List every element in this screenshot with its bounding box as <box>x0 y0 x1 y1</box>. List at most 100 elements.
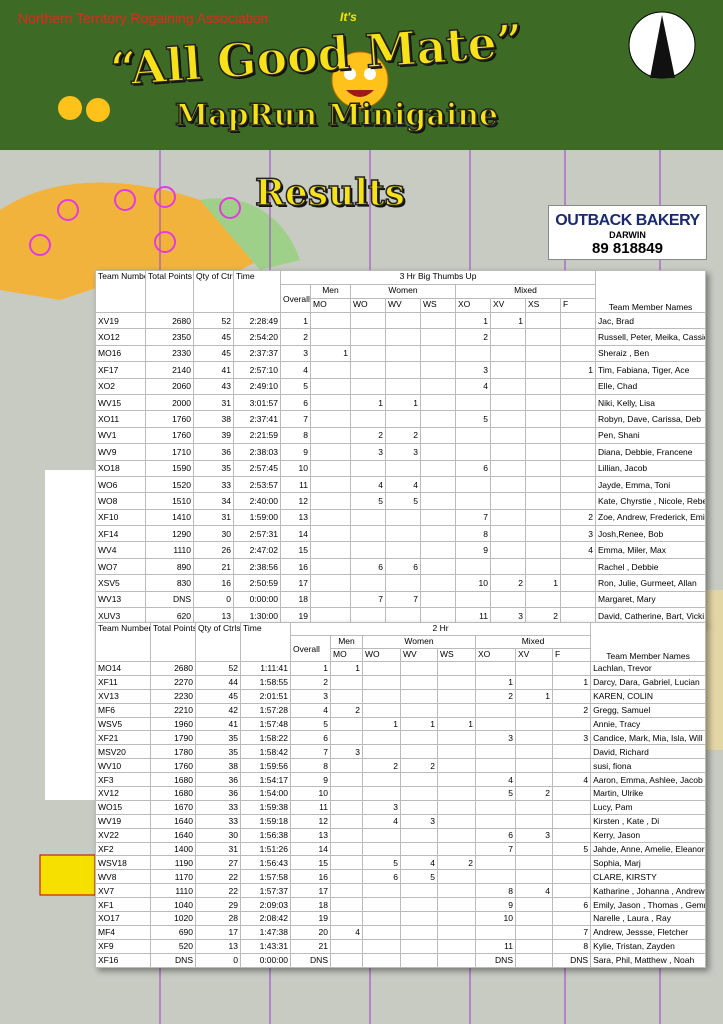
empty-cell <box>350 361 386 379</box>
empty-cell <box>310 361 351 379</box>
cell: 6 <box>385 557 421 576</box>
smiley-mouth <box>346 90 374 97</box>
smiley-eye <box>364 68 376 80</box>
empty-cell <box>455 443 491 461</box>
cell: Aaron, Emma, Ashlee, Jacob <box>590 772 707 788</box>
empty-cell <box>400 827 438 843</box>
cell: 31 <box>195 841 241 857</box>
empty-cell <box>490 361 526 379</box>
empty-cell <box>559 443 597 461</box>
cell: 3 <box>330 744 363 760</box>
cell: Emily, Jason , Thomas , Gemma <box>590 897 707 913</box>
cell: 1290 <box>145 525 194 543</box>
empty-cell <box>551 813 592 829</box>
cell: 1:58:22 <box>240 730 291 746</box>
cell: XF1 <box>95 897 151 913</box>
empty-cell <box>400 799 438 815</box>
empty-cell <box>385 459 421 477</box>
cell: 35 <box>195 730 241 746</box>
cell: 1040 <box>150 897 196 913</box>
result-row: WO8 1510 34 2:40:00 12 5 5 Kate, Chyrstie , Nic… <box>95 492 707 510</box>
cell: WV19 <box>95 813 151 829</box>
cell: 1 <box>362 716 401 732</box>
cell: 5 <box>455 410 491 428</box>
empty-cell <box>475 744 516 760</box>
cell: XV7 <box>95 883 151 899</box>
cell: Kerry, Jason <box>590 827 707 843</box>
empty-cell <box>420 475 456 494</box>
cell: 1:59:38 <box>240 799 291 815</box>
cell: 2330 <box>145 344 194 363</box>
empty-cell <box>362 911 401 926</box>
cell: 1:59:00 <box>233 508 281 527</box>
empty-cell <box>400 661 438 676</box>
empty-cell <box>310 590 351 609</box>
empty-cell <box>400 883 438 899</box>
empty-cell <box>515 674 553 690</box>
empty-cell <box>525 393 561 412</box>
empty-cell <box>400 744 438 760</box>
empty-cell <box>515 813 553 829</box>
cell: 52 <box>193 311 234 330</box>
empty-cell <box>310 459 351 477</box>
cell: 1780 <box>150 744 196 760</box>
empty-cell <box>490 541 526 559</box>
cell: WO7 <box>95 557 146 576</box>
sponsor: OUTBACK BAKERY DARWIN 89 818849 <box>548 205 707 260</box>
cell: 1590 <box>145 459 194 477</box>
cell: DNS <box>145 590 194 609</box>
empty-cell <box>559 328 597 346</box>
empty-cell <box>420 541 456 559</box>
cell: 830 <box>145 574 194 592</box>
empty-cell <box>551 799 592 815</box>
cell: 2 <box>280 328 311 346</box>
cell: 2210 <box>150 702 196 718</box>
empty-cell <box>437 897 476 913</box>
cell: 10 <box>455 574 491 592</box>
cell: 45 <box>193 328 234 346</box>
cell: XF2 <box>95 841 151 857</box>
cell: 2:40:00 <box>233 492 281 510</box>
cell: MSV20 <box>95 744 151 760</box>
cell: 5 <box>280 377 311 395</box>
empty-cell <box>362 661 401 676</box>
empty-cell <box>330 952 363 968</box>
result-row: XF14 1290 30 2:57:31 14 8 3 Josh,Renee, Bob <box>95 525 707 543</box>
cell: 2 <box>400 758 438 774</box>
empty-cell <box>551 855 592 871</box>
cell: XF11 <box>95 674 151 690</box>
empty-cell <box>400 702 438 718</box>
cell: 31 <box>193 393 234 412</box>
general-sign <box>39 854 96 896</box>
empty-cell <box>350 525 386 543</box>
empty-cell <box>525 459 561 477</box>
empty-cell <box>490 344 526 363</box>
cell: 28 <box>195 911 241 926</box>
cell: 13 <box>290 827 331 843</box>
cell: Sheraiz , Ben <box>595 344 707 363</box>
empty-cell <box>437 786 476 801</box>
empty-cell <box>490 492 526 510</box>
empty-cell <box>525 426 561 445</box>
smiley <box>331 51 389 109</box>
empty-cell <box>400 772 438 788</box>
cell: 4 <box>551 772 592 788</box>
empty-cell <box>310 410 351 428</box>
column-header: XV <box>490 298 526 313</box>
empty-cell <box>437 813 476 829</box>
cell: 2230 <box>150 688 196 704</box>
empty-cell <box>455 344 491 363</box>
empty-cell <box>559 426 597 445</box>
cell: Lucy, Pam <box>590 799 707 815</box>
column-header: Qty of Ctrls <box>193 270 234 313</box>
cell: Josh,Renee, Bob <box>595 525 707 543</box>
empty-cell <box>490 426 526 445</box>
cell: 2:57:31 <box>233 525 281 543</box>
empty-cell <box>515 702 553 718</box>
empty-cell <box>420 361 456 379</box>
cell: Katharine , Johanna , Andrew <box>590 883 707 899</box>
cell: 5 <box>400 869 438 885</box>
column-header: Overall <box>290 635 331 662</box>
empty-cell <box>437 799 476 815</box>
cell: 38 <box>193 410 234 428</box>
